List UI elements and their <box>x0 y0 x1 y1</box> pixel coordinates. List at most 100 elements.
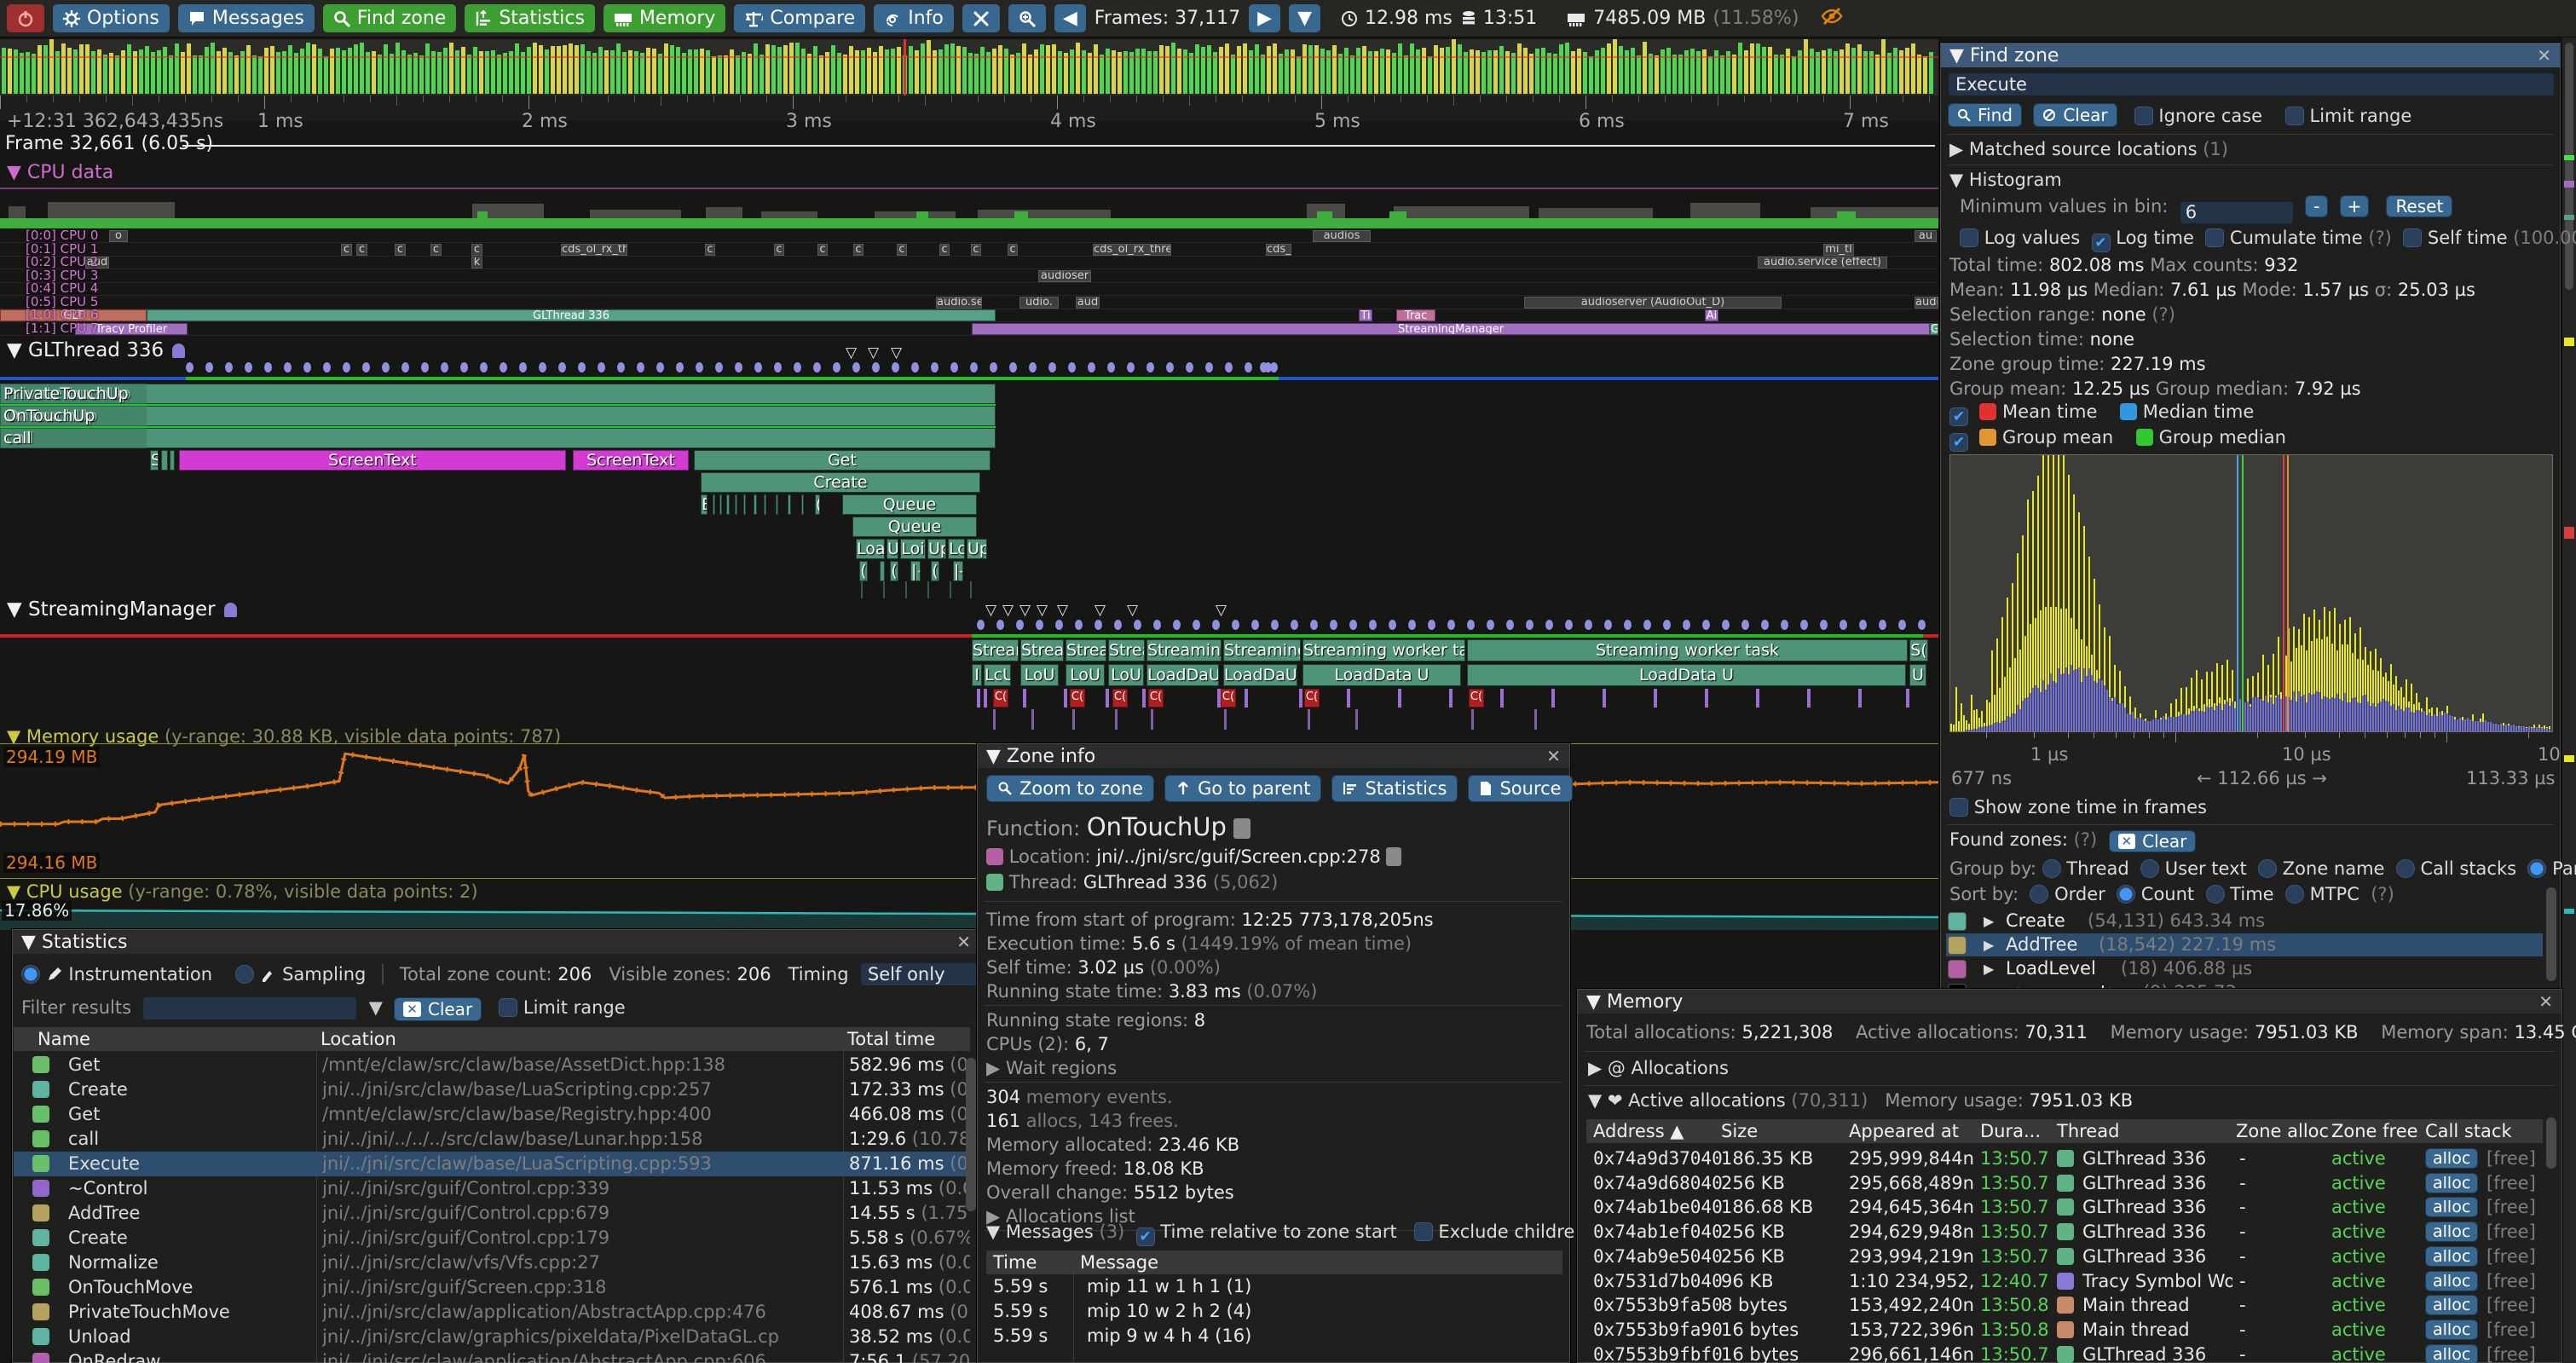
column-header[interactable]: Message <box>1080 1252 1159 1273</box>
instrumentation-radio[interactable] <box>21 965 40 984</box>
zone-bar-thin[interactable] <box>1603 689 1606 707</box>
sample-dot[interactable] <box>1447 620 1455 630</box>
zone-bar[interactable]: U <box>887 539 898 559</box>
zone-bar[interactable]: Loi <box>900 539 926 559</box>
find-zone-button[interactable]: Find zone <box>322 4 457 32</box>
sample-dot[interactable] <box>264 362 272 373</box>
minus-button[interactable]: - <box>2305 195 2329 217</box>
limit-range-checkbox[interactable] <box>2284 107 2304 125</box>
cumulate-time-checkbox[interactable] <box>2205 228 2225 247</box>
zone-bar[interactable]: LoadData U <box>1467 664 1906 686</box>
column-header[interactable]: Call stack <box>2425 1121 2512 1141</box>
sample-dot[interactable] <box>637 362 644 373</box>
message-row[interactable]: 5.59 s mip 11 w 1 h 1 (1) <box>986 1276 1562 1301</box>
sample-dot[interactable] <box>1369 620 1377 630</box>
zone-bar-thin[interactable] <box>1299 689 1302 707</box>
sampling-radio[interactable] <box>234 965 254 984</box>
sample-dot[interactable] <box>1879 620 1886 630</box>
zone-bar[interactable] <box>801 494 804 515</box>
memory-scrollbar[interactable] <box>2546 1118 2556 1169</box>
statistics-titlebar[interactable]: ▼ Statistics ✕ <box>13 930 979 954</box>
show-zone-time-checkbox[interactable] <box>1949 798 1968 817</box>
zone-bar-thin[interactable] <box>1705 689 1708 707</box>
zone-bar[interactable]: Create <box>701 472 980 493</box>
find-zone-titlebar[interactable]: ▼ Find zone ✕ <box>1941 43 2560 67</box>
sample-dot[interactable] <box>284 362 292 373</box>
zone-bar[interactable]: Strear <box>1020 639 1064 661</box>
table-row[interactable]: 0x7553b9fbf0 16 bytes 296,661,146ns 13:50.7… <box>1586 1343 2543 1363</box>
sort-by-order[interactable] <box>2030 885 2049 904</box>
sort-by-count[interactable] <box>2117 885 2136 904</box>
cpu-thread-bar[interactable]: G <box>1930 322 1938 335</box>
group-by-call-stacks[interactable] <box>2395 859 2415 878</box>
group-by-parent[interactable] <box>2527 859 2547 878</box>
table-row[interactable]: OnRedraw jni/../jni/src/claw/application/… <box>14 1349 970 1363</box>
cpu-thread-bar[interactable]: GLThread 336 <box>147 309 996 321</box>
sample-dot[interactable] <box>578 362 586 373</box>
sample-dot[interactable] <box>480 362 488 373</box>
zone-bar[interactable]: LcU <box>984 664 1011 686</box>
find-button[interactable]: Find <box>1948 103 2022 127</box>
sample-dot[interactable] <box>1487 620 1494 630</box>
sample-dot[interactable] <box>1859 620 1867 630</box>
callstack-alloc-button[interactable]: alloc <box>2425 1319 2479 1340</box>
sample-dot[interactable] <box>1075 620 1083 630</box>
sample-dot[interactable] <box>1225 362 1233 373</box>
zone-bar[interactable]: Lo <box>948 539 965 559</box>
callstack-free-link[interactable]: [free] <box>2486 1245 2536 1267</box>
found-zone-row[interactable]: ▶ AddTree (18,542) 227.19 ms <box>1946 933 2543 956</box>
zone-bar-thin[interactable] <box>1654 689 1657 707</box>
sample-dot[interactable] <box>696 362 703 373</box>
callstack-alloc-button[interactable]: alloc <box>2425 1294 2479 1316</box>
callstack-alloc-button[interactable]: alloc <box>2425 1147 2479 1169</box>
message-row[interactable]: 5.59 s mip 10 w 2 h 2 (4) <box>986 1301 1562 1325</box>
zone-bar[interactable]: LoU <box>1108 664 1144 686</box>
statistics-button[interactable]: Statistics <box>465 4 595 32</box>
sample-dot[interactable] <box>205 362 213 373</box>
zone-messages-header[interactable]: ▼ Messages (3) ✔ Time relative to zone s… <box>986 1222 1586 1246</box>
zone-bar[interactable] <box>743 494 746 515</box>
zone-bar[interactable]: Strea <box>1066 639 1106 661</box>
find-zone-histogram[interactable] <box>1949 454 2553 732</box>
table-row[interactable]: 0x74ab9e5040 256 KB 293,994,219ns 13:50.7 GL… <box>1586 1245 2543 1268</box>
table-row[interactable]: Create jni/../jni/src/guif/Control.cpp:17… <box>14 1226 970 1250</box>
sample-dot[interactable] <box>1389 620 1396 630</box>
sample-dot[interactable] <box>245 362 252 373</box>
find-zone-search-input[interactable] <box>1948 72 2555 96</box>
sample-dot[interactable] <box>1840 620 1847 630</box>
zone-bar[interactable]: |~ <box>910 561 921 581</box>
group-expander[interactable]: ▶ <box>1984 961 1995 977</box>
limit-range-checkbox[interactable] <box>499 998 518 1017</box>
sample-dot[interactable] <box>1545 620 1553 630</box>
zone-bar[interactable]: Up <box>967 539 987 559</box>
source-button[interactable]: Source <box>1468 775 1573 802</box>
exclude-children-checkbox[interactable] <box>1413 1222 1433 1241</box>
sample-dot[interactable] <box>401 362 409 373</box>
histogram-header[interactable]: ▼ Histogram <box>1949 170 2062 190</box>
zone-bar-thin[interactable] <box>1023 689 1026 707</box>
sample-dot[interactable] <box>1800 620 1808 630</box>
callstack-free-link[interactable]: [free] <box>2486 1148 2536 1169</box>
sample-dot[interactable] <box>872 362 880 373</box>
group-by-user-text[interactable] <box>2140 859 2160 878</box>
sample-dot[interactable] <box>1153 620 1161 630</box>
sample-dot[interactable] <box>1408 620 1416 630</box>
streaming-header[interactable]: ▼ StreamingManager <box>7 598 237 621</box>
table-row[interactable]: Create jni/../jni/src/claw/base/LuaScript… <box>14 1077 970 1102</box>
compare-button[interactable]: Compare <box>734 4 866 32</box>
zone-bar[interactable]: ScreenText <box>573 450 689 471</box>
statistics-scrollbar[interactable] <box>966 1058 976 1211</box>
zone-bar[interactable] <box>880 561 885 581</box>
zone-bar[interactable]: Queue <box>842 494 977 515</box>
sample-dot[interactable] <box>1330 620 1337 630</box>
time-ruler[interactable] <box>0 95 1938 121</box>
zone-bar[interactable]: LoadDaU <box>1223 664 1297 686</box>
table-row[interactable]: Unload jni/../jni/src/claw/graphics/pixel… <box>14 1325 970 1349</box>
info-button[interactable]: Info <box>874 4 954 32</box>
zone-bar[interactable]: LoadData U <box>1302 664 1461 686</box>
clear-found-button[interactable]: ✕ Clear <box>2108 830 2197 852</box>
sample-dot[interactable] <box>1173 620 1181 630</box>
sample-dot[interactable] <box>1048 362 1056 373</box>
zone-bar[interactable]: S( <box>1909 639 1928 661</box>
